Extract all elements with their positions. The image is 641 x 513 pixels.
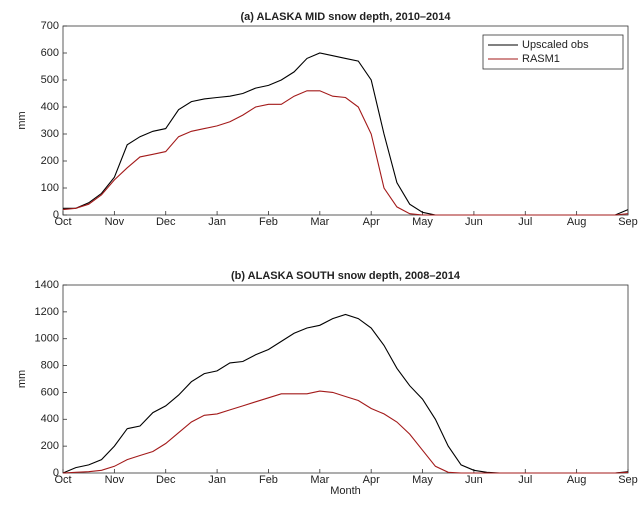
x-tick-label: Mar xyxy=(310,216,329,228)
plot-area xyxy=(62,284,629,474)
x-tick-label: Aug xyxy=(567,216,587,228)
x-tick-label: Sep xyxy=(618,216,638,228)
y-tick-label: 1000 xyxy=(35,333,59,345)
y-tick-label: 200 xyxy=(41,440,59,452)
y-tick-label: 600 xyxy=(41,386,59,398)
y-tick-label: 400 xyxy=(41,413,59,425)
legend xyxy=(482,34,624,70)
y-axis-label: mm xyxy=(16,111,28,129)
x-tick-label: Dec xyxy=(156,474,176,486)
x-tick-label: Jul xyxy=(518,474,532,486)
x-tick-label: Oct xyxy=(54,216,71,228)
y-tick-label: 100 xyxy=(41,182,59,194)
line xyxy=(62,390,629,474)
y-tick-label: 600 xyxy=(41,47,59,59)
y-tick-label: 400 xyxy=(41,101,59,113)
y-tick-label: 0 xyxy=(53,467,59,479)
x-tick-label: Jun xyxy=(465,474,483,486)
x-tick-label: Jan xyxy=(208,216,226,228)
x-tick-label: Aug xyxy=(567,474,587,486)
x-tick-label: Nov xyxy=(105,474,125,486)
y-tick-label: 1400 xyxy=(35,279,59,291)
legend-label: Upscaled obs xyxy=(522,39,589,51)
x-tick-label: Jan xyxy=(208,474,226,486)
y-tick-label: 0 xyxy=(53,209,59,221)
x-tick-label: Sep xyxy=(618,474,638,486)
legend-label: RASM1 xyxy=(522,53,560,65)
y-tick-label: 500 xyxy=(41,74,59,86)
x-tick-label: Jul xyxy=(518,216,532,228)
y-tick-label: 200 xyxy=(41,155,59,167)
y-tick-label: 800 xyxy=(41,359,59,371)
x-tick-label: Mar xyxy=(310,474,329,486)
y-axis-label: mm xyxy=(16,370,28,388)
y-tick-label: 1200 xyxy=(35,306,59,318)
x-tick-label: Apr xyxy=(363,216,380,228)
x-tick-label: Feb xyxy=(259,474,278,486)
x-tick-label: Jun xyxy=(465,216,483,228)
x-tick-label: Apr xyxy=(363,474,380,486)
y-tick-label: 700 xyxy=(41,20,59,32)
x-tick-label: Nov xyxy=(105,216,125,228)
x-tick-label: Dec xyxy=(156,216,176,228)
line xyxy=(62,90,629,216)
chart-title: (a) ALASKA MID snow depth, 2010–2014 xyxy=(240,11,451,23)
x-tick-label: May xyxy=(412,474,433,486)
x-tick-label: May xyxy=(412,216,433,228)
x-tick-label: Feb xyxy=(259,216,278,228)
x-tick-label: Oct xyxy=(54,474,71,486)
y-tick-label: 300 xyxy=(41,128,59,140)
chart-title: (b) ALASKA SOUTH snow depth, 2008–2014 xyxy=(231,270,461,282)
x-axis-label: Month xyxy=(330,485,361,497)
